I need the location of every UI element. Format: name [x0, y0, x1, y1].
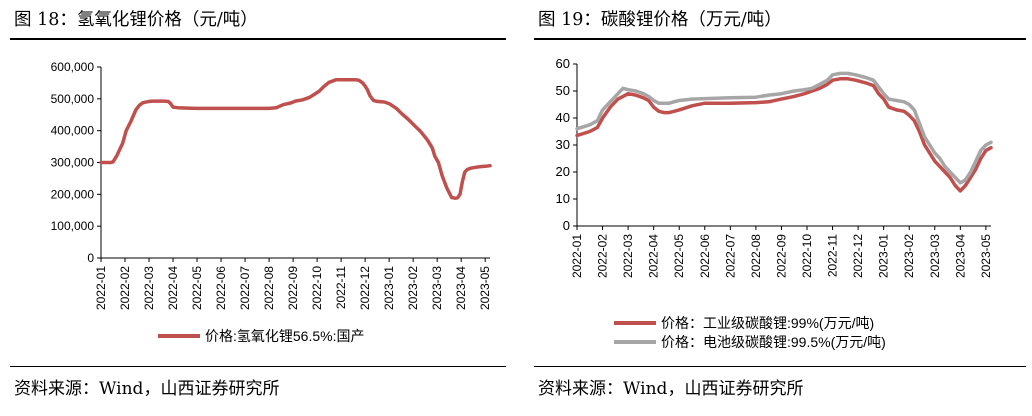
- x-tick-label: 2022-08: [749, 234, 763, 278]
- x-tick-label: 2022-07: [238, 266, 252, 310]
- y-tick-label: 10: [556, 191, 570, 206]
- lithium-hydroxide-price-chart: 0 100,000 200,000 300,000 400,000 500,000 600,…: [51, 60, 493, 344]
- x-tick-label: 2023-04: [454, 266, 468, 310]
- x-tick-label: 2022-07: [723, 234, 737, 278]
- x-tick-label: 2023-04: [953, 234, 967, 278]
- figure-title-18: 图 18：氢氧化锂价格（元/吨）: [14, 10, 258, 30]
- x-tick-label: 2023-05: [478, 266, 492, 310]
- x-tick-label: 2022-12: [358, 266, 372, 310]
- y-tick-label: 0: [563, 218, 570, 233]
- x-tick-label: 2022-11: [334, 266, 348, 309]
- lithium-carbonate-price-chart: 0 10 20 30 40 50 60 2022-01 2022-02 2022-03 2022-0…: [556, 56, 993, 350]
- x-tick-label: 2022-04: [166, 266, 180, 310]
- y-tick-label: 100,000: [51, 219, 95, 233]
- x-tick-label: 2022-05: [672, 234, 686, 278]
- x-tick-label: 2022-09: [286, 266, 300, 310]
- series-line-0: [99, 77, 492, 200]
- x-tick-label: 2022-02: [118, 266, 132, 310]
- x-tick-label: 2022-08: [262, 266, 276, 310]
- series-line-0: [575, 77, 993, 193]
- source-note: 资料来源：Wind，山西证券研究所: [14, 379, 280, 399]
- x-tick-label: 2022-04: [647, 234, 661, 278]
- title-rule: [10, 38, 506, 40]
- x-tick-label: 2022-03: [142, 266, 156, 310]
- x-tick-label: 2022-10: [800, 234, 814, 278]
- y-tick-label: 60: [556, 56, 570, 71]
- x-tick-label: 2023-02: [406, 266, 420, 310]
- x-tick-label: 2022-09: [774, 234, 788, 278]
- legend-label: 价格：工业级碳酸锂:99%(万元/吨): [661, 315, 874, 331]
- legend-label: 价格:氢氧化锂56.5%:国产: [205, 328, 364, 344]
- y-tick-label: 50: [556, 83, 570, 98]
- source-rule: [10, 366, 506, 367]
- x-tick-label: 2023-03: [430, 266, 444, 310]
- y-tick-label: 400,000: [51, 124, 95, 138]
- x-tick-label: 2022-06: [214, 266, 228, 310]
- legend-label: 价格：电池级碳酸锂:99.5%(万元/吨): [661, 334, 886, 350]
- y-tick-label: 500,000: [51, 92, 95, 106]
- y-tick-label: 40: [556, 110, 570, 125]
- source-note: 资料来源：Wind，山西证券研究所: [538, 379, 804, 399]
- y-tick-label: 30: [556, 137, 570, 152]
- x-tick-label: 2023-01: [382, 266, 396, 310]
- x-tick-label: 2022-05: [190, 266, 204, 310]
- source-rule: [534, 366, 1026, 367]
- series-line-1: [575, 71, 993, 185]
- x-tick-label: 2022-01: [94, 266, 108, 310]
- x-tick-label: 2022-10: [310, 266, 324, 310]
- x-tick-label: 2023-05: [979, 234, 993, 278]
- y-tick-label: 0: [87, 251, 94, 265]
- y-tick-label: 200,000: [51, 187, 95, 201]
- title-rule: [534, 38, 1026, 40]
- x-tick-label: 2022-12: [851, 234, 865, 278]
- figure-title-19: 图 19：碳酸锂价格（万元/吨）: [538, 10, 782, 30]
- y-tick-label: 20: [556, 164, 570, 179]
- x-tick-label: 2022-11: [826, 234, 840, 277]
- y-tick-label: 600,000: [51, 60, 95, 74]
- x-tick-label: 2022-06: [698, 234, 712, 278]
- y-tick-label: 300,000: [51, 156, 95, 170]
- x-tick-label: 2023-03: [928, 234, 942, 278]
- x-tick-label: 2022-01: [570, 234, 584, 278]
- right-figure-panel: 图 19：碳酸锂价格（万元/吨） 0 10 20 30 40 50 60 2022-01 202…: [524, 0, 1032, 416]
- x-tick-label: 2023-02: [902, 234, 916, 278]
- x-tick-label: 2023-01: [877, 234, 891, 278]
- left-figure-panel: 图 18：氢氧化锂价格（元/吨） 0 100,000 200,000 300,000 4…: [0, 0, 512, 416]
- x-tick-label: 2022-03: [621, 234, 635, 278]
- x-tick-label: 2022-02: [596, 234, 610, 278]
